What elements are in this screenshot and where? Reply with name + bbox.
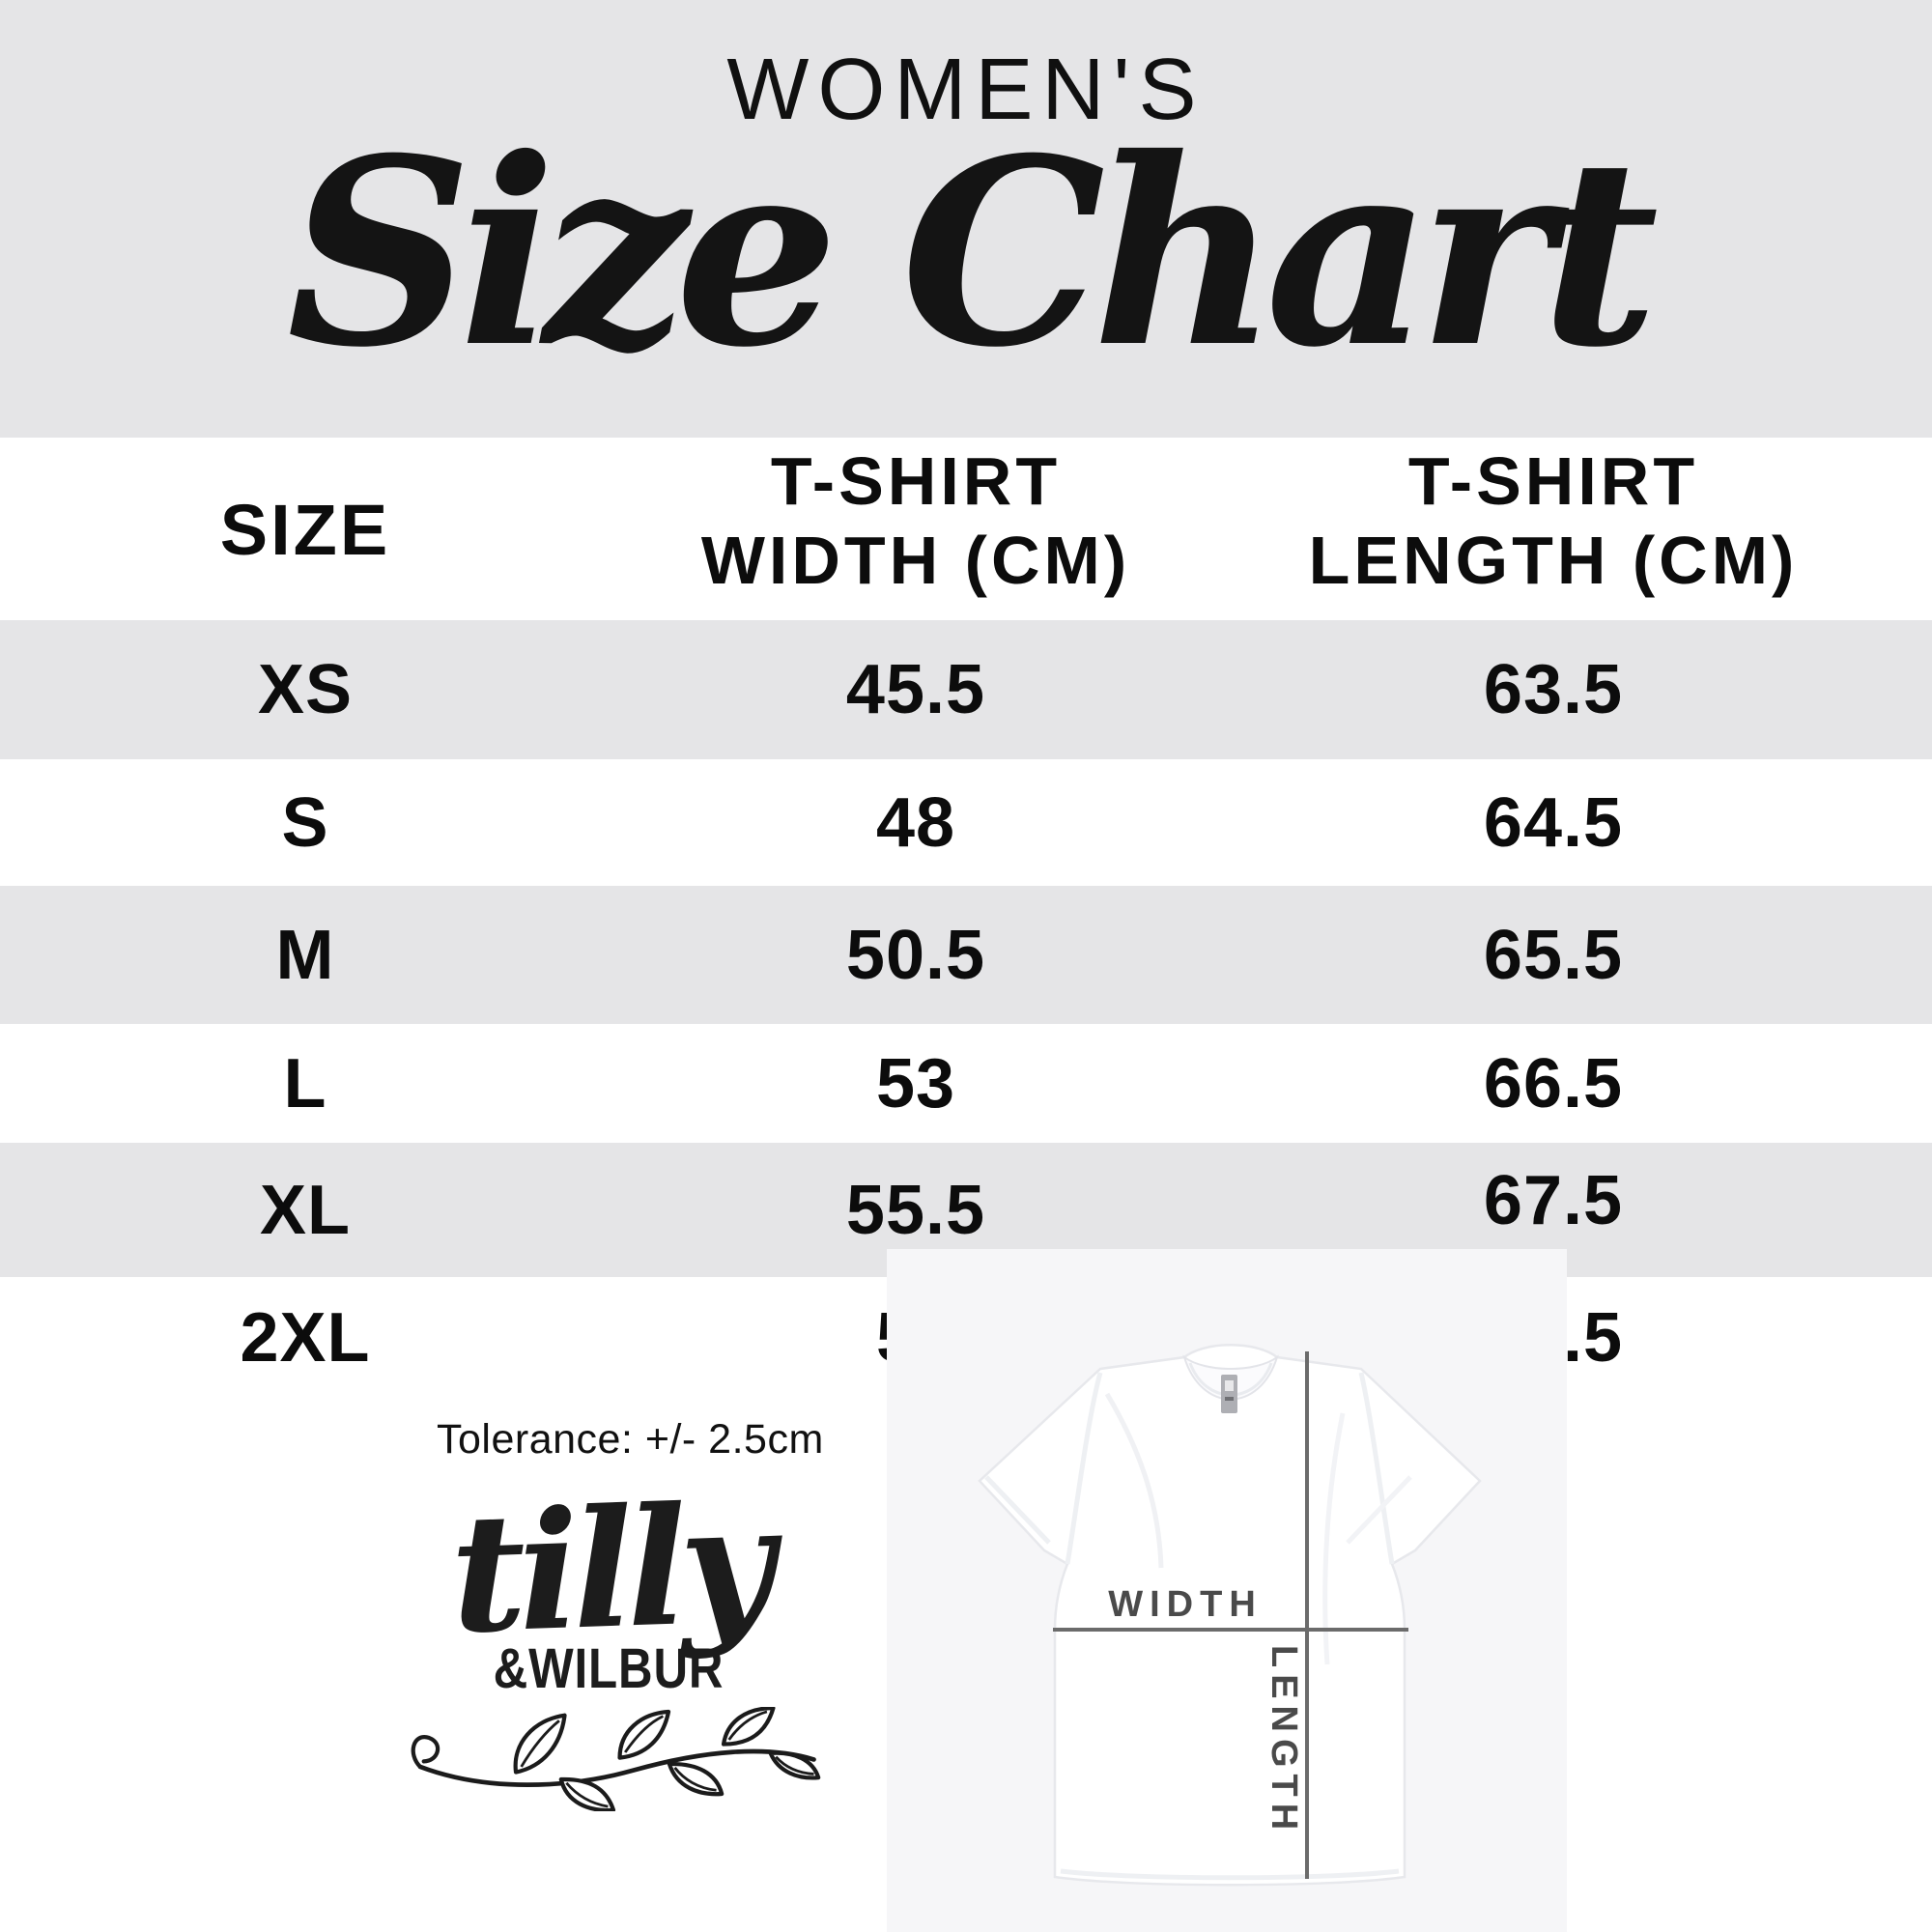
- table-row: M 50.5 65.5: [0, 886, 1932, 1024]
- brand-logo-caps: &WILBUR: [493, 1637, 724, 1700]
- tolerance-note: Tolerance: +/- 2.5cm: [437, 1416, 824, 1463]
- page-title: Size Chart: [286, 101, 1660, 404]
- tshirt-diagram: WIDTH LENGTH: [887, 1249, 1567, 1932]
- column-header-length-line2: LENGTH (CM): [1308, 523, 1799, 598]
- column-header-width-line1: T-SHIRT: [770, 443, 1062, 519]
- row-size-label: L: [283, 1044, 327, 1122]
- tshirt-illustration: [978, 1344, 1482, 1887]
- column-header-size: SIZE: [219, 489, 391, 570]
- table-row: S 48 64.5: [0, 759, 1932, 886]
- page-eyebrow: WOMEN'S: [726, 42, 1206, 138]
- row-width-value: 53: [875, 1044, 956, 1122]
- row-length-value: 65.5: [1483, 916, 1624, 994]
- table-row: XS 45.5 63.5: [0, 620, 1932, 759]
- table-row: L 53 66.5: [0, 1024, 1932, 1143]
- column-header-width-line2: WIDTH (CM): [700, 523, 1131, 598]
- brand-logo-script: tilly: [447, 1467, 770, 1670]
- row-width-value: 50.5: [845, 916, 986, 994]
- row-width-value: 48: [875, 783, 956, 862]
- row-length-value: 66.5: [1483, 1044, 1624, 1122]
- row-size-label: M: [275, 916, 335, 994]
- column-header-length: T-SHIRT LENGTH (CM): [1309, 441, 1799, 600]
- brand-logo: tilly &WILBUR: [406, 1467, 821, 1816]
- row-width-value: 45.5: [845, 651, 986, 728]
- width-label: WIDTH: [1108, 1584, 1263, 1625]
- row-length-value: 64.5: [1483, 783, 1624, 862]
- header-band: WOMEN'S Size Chart: [0, 0, 1932, 438]
- row-length-value: 63.5: [1483, 651, 1624, 728]
- row-size-label: 2XL: [240, 1299, 371, 1377]
- length-label: LENGTH: [1264, 1645, 1304, 1836]
- row-size-label: XS: [257, 651, 354, 728]
- row-size-label: S: [281, 783, 329, 862]
- column-header-length-line1: T-SHIRT: [1407, 443, 1699, 519]
- row-length-value: 67.5: [1483, 1161, 1624, 1239]
- row-width-value: 55.5: [845, 1171, 986, 1249]
- row-size-label: XL: [259, 1171, 352, 1249]
- column-header-width: T-SHIRT WIDTH (CM): [701, 441, 1130, 600]
- leaf-branch-icon: [406, 1706, 821, 1816]
